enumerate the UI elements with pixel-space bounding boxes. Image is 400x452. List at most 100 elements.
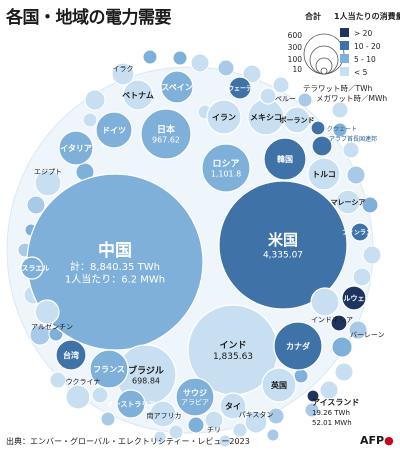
bubble-label-12-0: メキシコ xyxy=(250,113,282,122)
legend-color-swatch-0 xyxy=(340,28,349,37)
bubble-20 xyxy=(116,389,146,419)
bubble-34 xyxy=(350,222,370,242)
iceland-annotation-0: アイスランド xyxy=(312,398,359,407)
bubble-group-6: カナダ xyxy=(273,321,323,371)
bubble-label-23-0: タイ xyxy=(225,401,241,411)
bubble-group-31 xyxy=(244,410,268,434)
bubble-external-label-28: イラク xyxy=(113,65,134,73)
bubble-4 xyxy=(140,108,192,160)
bubble-6 xyxy=(273,321,323,371)
bubble-label-2-1: 1,835.63 xyxy=(213,352,253,362)
bubble-label-1-1: 4,335.07 xyxy=(263,250,303,260)
bubble-external-label-37: ペルー xyxy=(275,95,296,103)
bubble-36 xyxy=(310,120,326,136)
bubble-group-16: 台湾 xyxy=(55,339,87,371)
bubble-small-28 xyxy=(319,380,339,400)
bubble-external-label-38: バーレーン xyxy=(350,331,385,339)
bubble-group-11: イラン xyxy=(206,99,242,135)
legend-color-label-2: 5 - 10 xyxy=(354,55,376,64)
bubble-group-38 xyxy=(330,314,348,332)
legend-size-value-0: 600 xyxy=(288,31,303,40)
bubble-group-20: オーストラリア xyxy=(107,389,156,419)
legend-size-value-1: 300 xyxy=(288,43,303,52)
bubble-label-34-0: フィンランド xyxy=(342,229,378,236)
bubble-group-18: スペイン xyxy=(160,70,194,104)
bubble-group-34: フィンランド xyxy=(342,222,378,242)
bubble-external-label-26: ウクライナ xyxy=(66,378,101,386)
bubble-external-label-22: エジプト xyxy=(34,168,62,176)
bubble-1 xyxy=(218,180,348,310)
bubble-label-0-1: 計：8,840.35 TWh xyxy=(70,260,160,273)
bubble-13 xyxy=(261,367,297,403)
legend-color-label-3: < 5 xyxy=(354,68,368,77)
bubble-small-26 xyxy=(331,336,353,358)
bubble-24 xyxy=(283,106,311,134)
bubble-label-4-1: 967.62 xyxy=(152,136,180,145)
bubble-group-35 xyxy=(204,410,224,430)
bubble-11 xyxy=(206,99,242,135)
bubble-27 xyxy=(335,189,361,215)
bubble-label-20-0: オーストラリア xyxy=(107,401,156,409)
bubble-group-28 xyxy=(111,62,135,86)
bubble-small-16 xyxy=(272,76,290,94)
bubble-group-9: フランス xyxy=(89,349,129,389)
bubble-19 xyxy=(122,79,154,111)
bubble-small-42 xyxy=(142,49,158,65)
legend-size-circle-2 xyxy=(315,57,333,75)
bubble-small-41 xyxy=(100,411,116,427)
bubble-small-23 xyxy=(362,245,382,265)
bubble-group-37 xyxy=(259,87,277,105)
bubble-21 xyxy=(149,400,177,428)
legend-color-unit: メガワット時／MWh xyxy=(316,93,387,103)
bubble-small-25 xyxy=(348,320,368,340)
bubble-15 xyxy=(58,130,94,166)
bubble-external-label-32: アラブ首長国連邦 xyxy=(329,135,377,143)
bubble-25 xyxy=(34,299,60,325)
bubble-label-6-0: カナダ xyxy=(286,341,310,351)
legend-color-label-1: 10 - 20 xyxy=(354,42,381,51)
bubble-35 xyxy=(204,410,224,430)
bubble-label-8-0: ドイツ xyxy=(102,126,126,135)
bubble-14 xyxy=(307,157,341,191)
bubble-label-30-0: ノルウェー xyxy=(337,294,372,303)
bubble-small-22 xyxy=(361,196,379,214)
bubble-group-29: スウェーデン xyxy=(222,76,258,100)
bubble-26 xyxy=(65,384,91,410)
bubble-group-19: ベトナム xyxy=(122,79,154,111)
bubble-label-2-0: インド xyxy=(219,340,246,351)
bubble-small-15 xyxy=(242,64,262,84)
bubble-22 xyxy=(34,169,62,197)
bubble-label-19-0: ベトナム xyxy=(122,91,154,100)
bubble-small-20 xyxy=(331,101,349,119)
bubble-small-14 xyxy=(172,50,188,66)
bubble-small-29 xyxy=(304,402,320,418)
bubble-small-11 xyxy=(84,89,106,111)
bubble-small-8 xyxy=(49,371,67,389)
bubble-10 xyxy=(175,377,215,417)
bubble-28 xyxy=(111,62,135,86)
bubble-label-3-0: ロシア xyxy=(212,158,239,169)
bubble-label-15-0: イタリア xyxy=(60,143,92,153)
bubble-33 xyxy=(20,256,44,280)
bubble-29 xyxy=(228,76,252,100)
bubble-16 xyxy=(55,339,87,371)
bubble-group-8: ドイツ xyxy=(95,111,133,149)
bubble-label-14-0: トルコ xyxy=(312,170,336,179)
iceland-annotation-1: 19.26 TWh xyxy=(312,409,350,417)
bubble-label-10-1: アラビア xyxy=(181,398,209,407)
bubble-small-21 xyxy=(346,165,366,185)
bubble-label-5-1: 698.84 xyxy=(132,377,160,386)
bubble-group-39 xyxy=(306,389,320,403)
bubble-group-25 xyxy=(34,299,60,325)
legend-color-label-0: > 20 xyxy=(354,29,372,38)
bubble-small-30 xyxy=(187,416,205,434)
bubble-group-32 xyxy=(311,135,333,157)
bubble-small-1 xyxy=(26,195,46,215)
bubble-group-26 xyxy=(65,384,91,410)
